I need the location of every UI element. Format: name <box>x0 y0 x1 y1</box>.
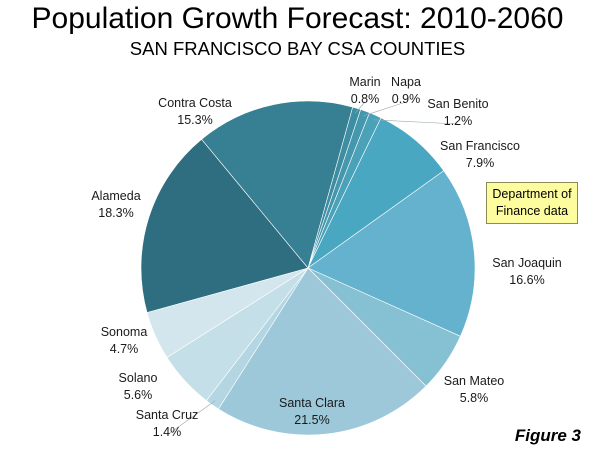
leader-line-napa <box>363 101 407 117</box>
slice-label-contra-costa: Contra Costa 15.3% <box>158 96 232 127</box>
leader-line-san-benito <box>373 119 459 125</box>
slice-label-san-mateo: San Mateo 5.8% <box>444 374 505 405</box>
slice-label-sonoma: Sonoma 4.7% <box>101 325 148 356</box>
slice-label-marin: Marin 0.8% <box>349 75 380 106</box>
leader-lines <box>166 101 459 436</box>
slice-label-san-joaquin: San Joaquin 16.6% <box>492 256 562 287</box>
figure-label: Figure 3 <box>514 426 581 445</box>
data-source-note: Department of Finance data <box>486 182 578 224</box>
slice-label-san-benito: San Benito 1.2% <box>427 97 488 128</box>
chart-title: Population Growth Forecast: 2010-2060 <box>31 2 564 35</box>
slice-labels: Marin 0.8% Napa 0.9% San Benito 1.2% San Franc… <box>91 75 561 439</box>
pie-slice-alameda <box>140 138 309 313</box>
slice-label-napa: Napa 0.9% <box>391 75 421 106</box>
pie-slices <box>140 100 476 436</box>
slice-label-santa-clara: Santa Clara 21.5% <box>279 396 345 427</box>
slice-label-san-francisco: San Francisco 7.9% <box>440 139 520 170</box>
slice-label-solano: Solano 5.6% <box>119 371 158 402</box>
leader-line-santa-cruz <box>166 400 216 436</box>
slice-label-alameda: Alameda 18.3% <box>91 189 140 220</box>
pie-slice-santa-clara <box>218 267 427 436</box>
leader-line-marin <box>354 101 366 114</box>
pie-slice-contra-costa <box>201 100 353 269</box>
pie-slice-san-joaquin <box>307 170 476 337</box>
chart-subtitle: SAN FRANCISCO BAY CSA COUNTIES <box>129 38 466 59</box>
slice-label-santa-cruz: Santa Cruz 1.4% <box>136 408 199 439</box>
